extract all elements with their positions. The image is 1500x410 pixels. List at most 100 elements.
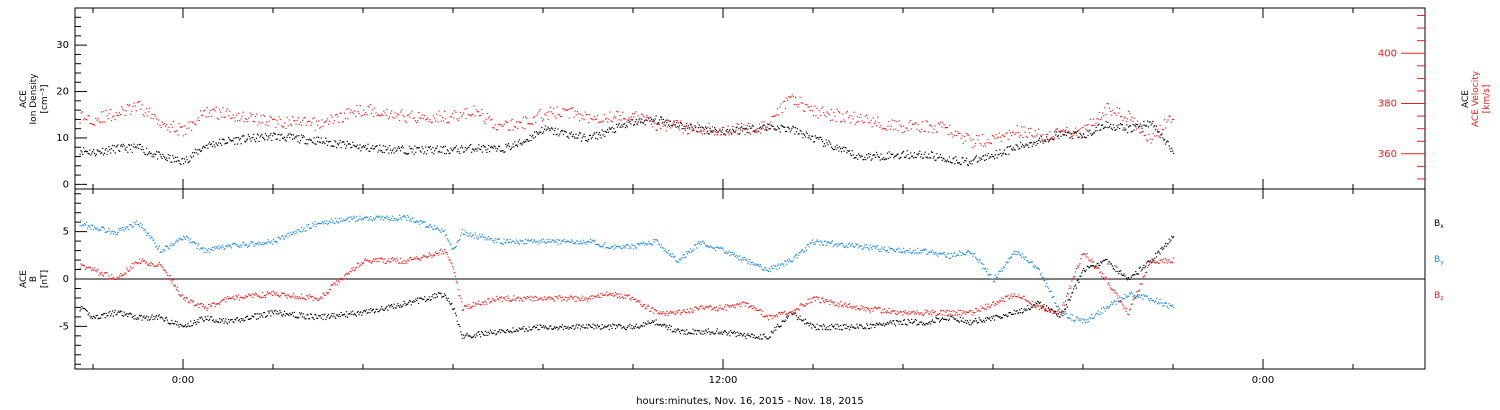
data-point [628,121,630,123]
data-point [619,246,621,248]
data-point [266,139,268,141]
data-point [1101,117,1103,119]
data-point [405,153,407,155]
data-point [328,220,330,222]
data-point [166,246,168,248]
data-point [804,134,806,136]
data-point [338,281,340,283]
data-point [726,334,728,336]
data-point [548,241,550,243]
data-point [231,139,233,141]
data-point [909,247,911,250]
data-point [369,150,371,152]
data-point [443,146,445,148]
data-point [381,306,383,308]
data-point [789,96,791,98]
data-point [626,243,628,246]
data-point [993,319,996,321]
data-point [124,114,126,116]
data-point [597,133,600,136]
data-point [929,157,931,159]
data-point [837,110,839,112]
data-point [92,268,94,270]
data-point [82,264,84,266]
data-point [263,137,265,139]
data-point [1038,301,1040,303]
data-point [948,156,951,158]
data-point [721,131,723,133]
data-point [747,128,749,130]
data-point [824,114,826,116]
data-point [620,247,622,249]
data-point [254,313,256,315]
data-point [954,318,956,320]
data-point [975,258,978,260]
data-point [133,318,135,320]
data-point [300,226,303,228]
data-point [1133,274,1135,276]
data-point [220,319,222,321]
data-point [196,247,198,249]
data-point [707,126,709,128]
data-point [826,111,828,113]
data-point [648,120,650,122]
data-point [83,147,85,149]
data-point [1097,262,1099,264]
data-point [666,122,668,124]
data-point [197,117,199,119]
data-point [267,239,269,241]
data-point [1028,261,1030,264]
data-point [1168,238,1170,240]
data-point [145,153,147,156]
data-point [146,261,148,263]
data-point [186,159,188,161]
data-point [836,328,838,330]
data-point [155,265,157,267]
data-point [153,239,155,241]
data-point [1021,143,1023,145]
data-point [909,120,911,122]
data-point [1098,264,1100,266]
data-point [786,130,788,132]
data-point [322,221,324,224]
data-point [106,315,108,317]
data-point [266,291,268,293]
data-point [526,330,528,332]
data-point [1083,133,1085,135]
data-point [252,315,254,318]
data-point [596,327,598,329]
data-point [693,129,695,131]
data-point [687,125,690,127]
data-point [745,338,747,340]
data-point [1056,306,1059,308]
data-point [900,321,902,323]
data-point [606,247,608,249]
data-point [404,120,406,122]
data-point [401,216,403,218]
data-point [838,150,840,152]
data-point [609,324,611,326]
data-point [244,244,246,246]
data-point [125,228,127,230]
data-point [590,326,592,328]
data-point [326,140,328,142]
data-point [1162,305,1164,307]
data-point [340,279,342,281]
data-point [1093,132,1095,134]
data-point [775,329,777,331]
data-point [334,316,336,318]
data-point [124,227,126,229]
data-point [720,134,722,136]
data-point [653,320,655,322]
data-point [515,144,517,146]
data-point [1124,275,1126,277]
data-point [891,323,893,325]
data-point [691,126,693,129]
data-point [146,147,148,149]
data-point [1148,121,1150,123]
data-point [651,244,654,246]
data-point [484,146,486,148]
data-point [961,252,963,254]
data-point [457,324,459,326]
data-point [215,246,217,248]
